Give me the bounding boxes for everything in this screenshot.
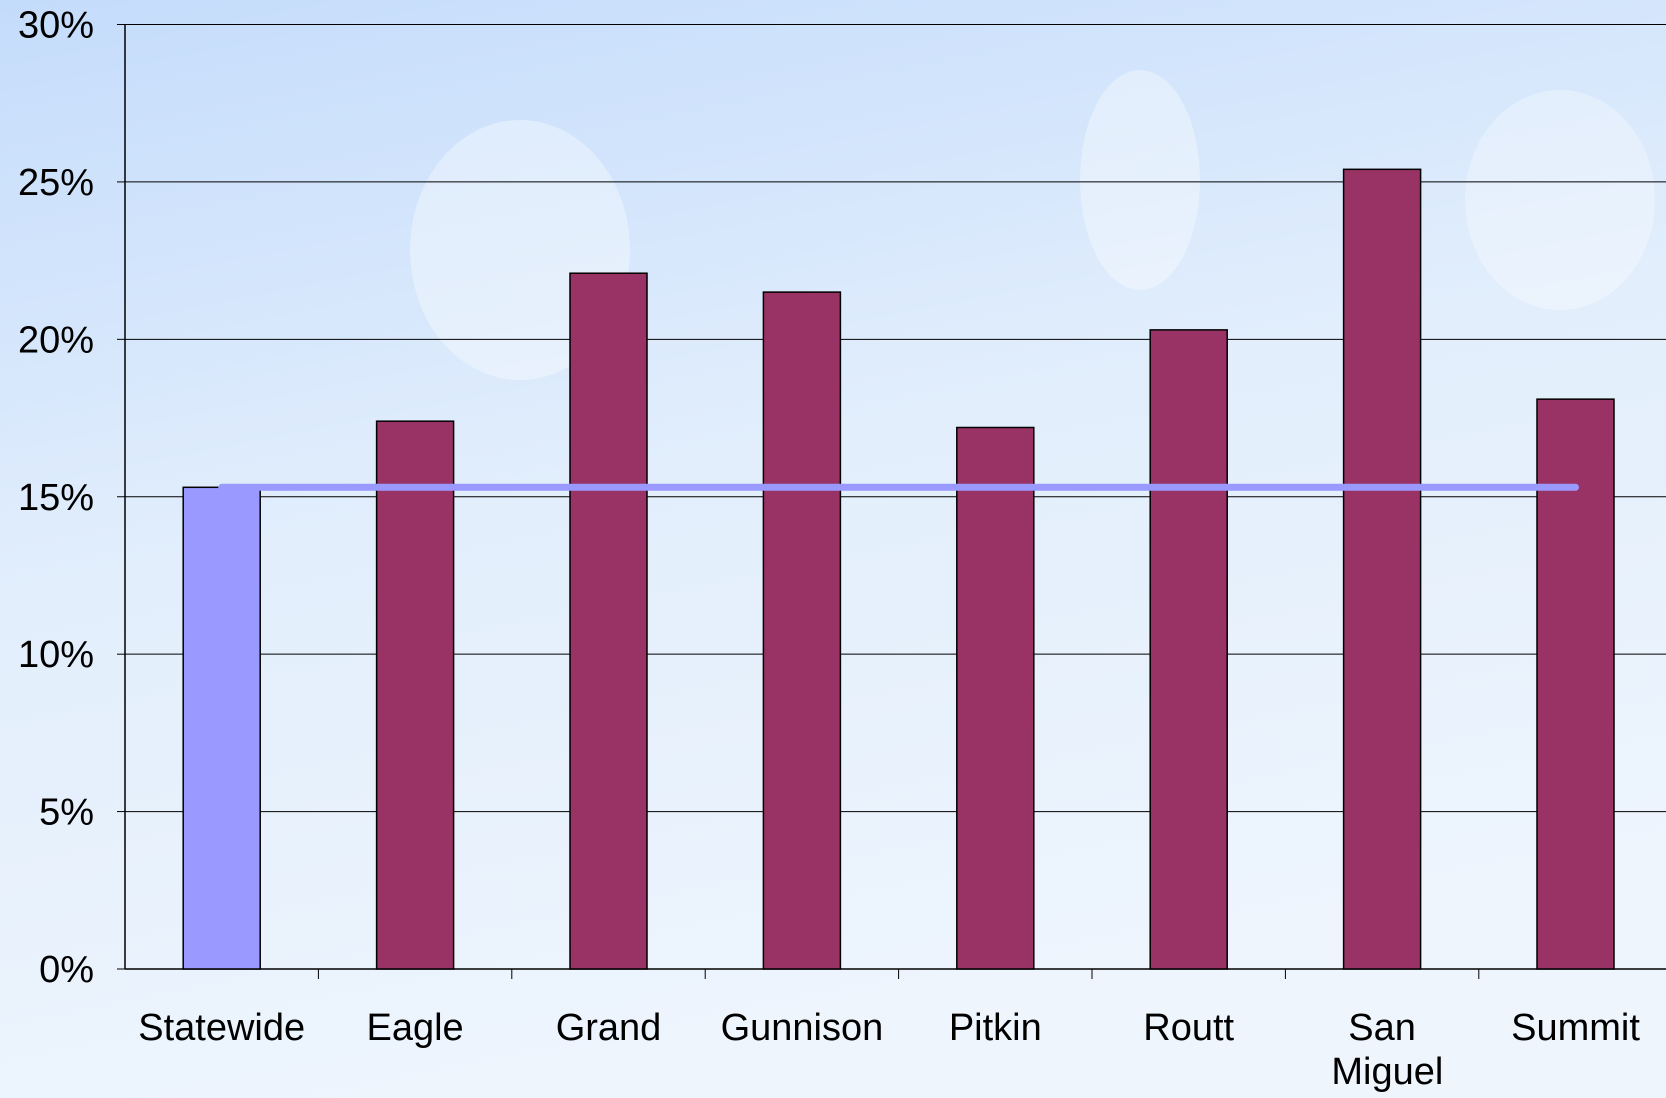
x-tick-label: Eagle — [366, 1007, 463, 1049]
y-tick-label: 30% — [18, 5, 94, 47]
bar — [569, 272, 648, 970]
bar — [1149, 329, 1228, 970]
x-tick-label: Gunnison — [721, 1007, 884, 1049]
x-tick-label: San Miguel — [1321, 1007, 1444, 1093]
x-tick-label: Summit — [1511, 1007, 1640, 1049]
decoration — [1465, 90, 1655, 310]
x-tick-label: Pitkin — [949, 1007, 1042, 1049]
y-tick-label: 0% — [39, 949, 94, 991]
y-tick-label: 20% — [18, 319, 94, 361]
y-tick-label: 10% — [18, 634, 94, 676]
x-tick-label: Routt — [1143, 1007, 1234, 1049]
bar — [762, 291, 842, 970]
x-tick-label: Statewide — [138, 1007, 305, 1049]
y-tick-label: 25% — [18, 162, 94, 204]
y-tick-label: 5% — [39, 792, 94, 834]
bar — [182, 486, 261, 970]
x-tick-label: Grand — [556, 1007, 662, 1049]
bar — [956, 426, 1035, 970]
bar — [1342, 168, 1422, 970]
bar — [375, 420, 455, 970]
decoration — [1080, 70, 1200, 290]
bar — [1536, 398, 1615, 970]
y-tick-label: 15% — [18, 477, 94, 519]
